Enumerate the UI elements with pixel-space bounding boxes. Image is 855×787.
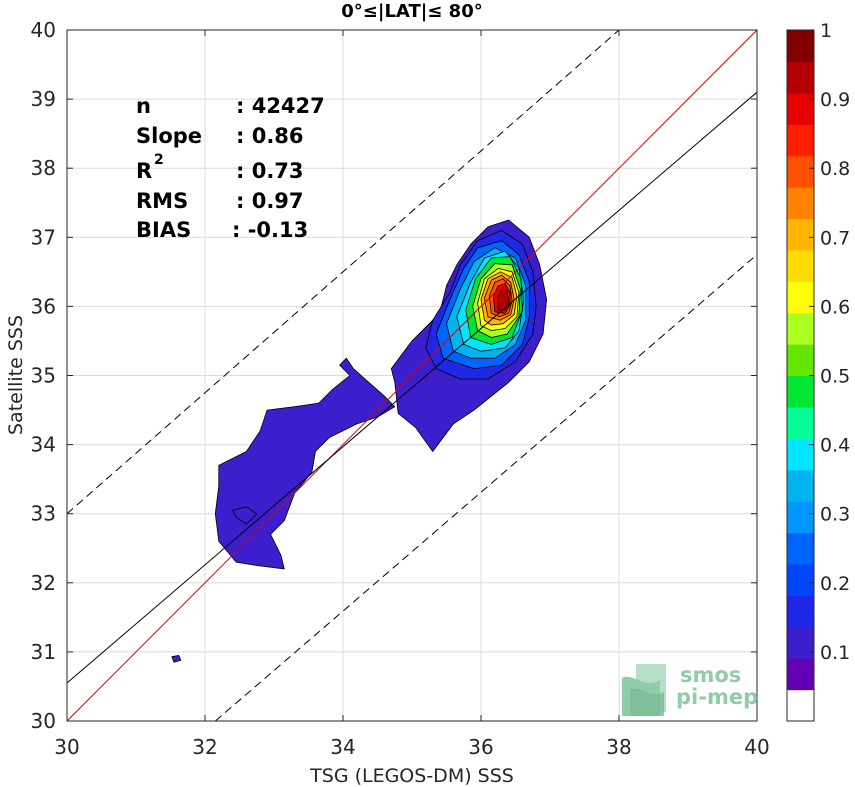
colorbar-swatch bbox=[787, 124, 814, 157]
colorbar-tick-label: 0.9 bbox=[820, 89, 850, 111]
line-upper bbox=[66, 29, 620, 515]
y-tick-label: 35 bbox=[31, 364, 56, 388]
stat-n-value: : 42427 bbox=[236, 94, 325, 118]
colorbar-swatch bbox=[787, 344, 814, 377]
x-tick-label: 34 bbox=[330, 735, 355, 759]
x-tick-labels: 30 32 34 36 38 40 bbox=[54, 30, 770, 759]
line-lower bbox=[215, 254, 758, 722]
x-axis-label: TSG (LEGOS-DM) SSS bbox=[309, 765, 514, 787]
line-1:1 bbox=[66, 29, 758, 722]
logo-line2: pi-mep bbox=[676, 685, 758, 709]
line-regression bbox=[66, 91, 758, 684]
colorbar-swatch bbox=[787, 438, 814, 471]
reference-lines bbox=[66, 29, 758, 722]
contour-level bbox=[171, 655, 182, 663]
y-tick-label: 38 bbox=[31, 156, 56, 180]
stat-bias-value: : -0.13 bbox=[232, 218, 308, 242]
colorbar-tick-label: 0.1 bbox=[820, 642, 850, 664]
colorbar-tick-label: 0.7 bbox=[820, 227, 850, 249]
stat-slope-label: Slope bbox=[136, 124, 202, 148]
x-tick-label: 32 bbox=[192, 735, 217, 759]
colorbar bbox=[787, 30, 814, 722]
y-tick-label: 30 bbox=[31, 709, 56, 733]
y-axis-label: Satellite SSS bbox=[5, 315, 27, 435]
stat-slope-value: : 0.86 bbox=[236, 124, 304, 148]
y-tick-label: 37 bbox=[31, 225, 56, 249]
colorbar-tick-label: 0.3 bbox=[820, 504, 850, 526]
y-tick-label: 40 bbox=[31, 18, 56, 42]
colorbar-tick-label: 0.2 bbox=[820, 573, 850, 595]
chart-title: 0°≤|LAT|≤ 80° bbox=[341, 1, 482, 22]
colorbar-swatch bbox=[787, 532, 814, 565]
colorbar-swatch bbox=[787, 187, 814, 220]
colorbar-swatch bbox=[787, 469, 814, 502]
y-tick-label: 34 bbox=[31, 433, 56, 457]
stats-box: n : 42427 Slope : 0.86 R 2 : 0.73 RMS : … bbox=[136, 94, 325, 242]
stat-n-label: n bbox=[136, 94, 151, 118]
colorbar-swatch bbox=[787, 626, 814, 659]
colorbar-swatch bbox=[787, 92, 814, 125]
logo-emblem-icon bbox=[622, 664, 666, 716]
y-tick-label: 31 bbox=[31, 640, 56, 664]
y-tick-label: 39 bbox=[31, 87, 56, 111]
stat-bias-label: BIAS bbox=[136, 218, 191, 242]
colorbar-swatch bbox=[787, 30, 814, 63]
contour-level bbox=[214, 357, 396, 570]
stat-rms-label: RMS bbox=[136, 189, 188, 213]
y-tick-label: 36 bbox=[31, 294, 56, 318]
colorbar-swatch bbox=[787, 563, 814, 596]
stat-r2-label: R bbox=[136, 159, 152, 183]
x-tick-label: 36 bbox=[468, 735, 493, 759]
colorbar-swatch bbox=[787, 658, 814, 691]
colorbar-swatch bbox=[787, 595, 814, 628]
colorbar-tick-label: 0.6 bbox=[820, 296, 850, 318]
colorbar-swatch bbox=[787, 689, 814, 722]
colorbar-tick-label: 0.4 bbox=[820, 435, 850, 457]
colorbar-tick-label: 1 bbox=[820, 20, 832, 42]
y-tick-label: 32 bbox=[31, 571, 56, 595]
colorbar-swatch bbox=[787, 281, 814, 314]
x-tick-label: 40 bbox=[744, 735, 769, 759]
logo-line1: smos bbox=[680, 663, 741, 687]
colorbar-swatch bbox=[787, 406, 814, 439]
colorbar-tick-label: 0.8 bbox=[820, 158, 850, 180]
stat-r2-value: : 0.73 bbox=[236, 159, 304, 183]
colorbar-swatch bbox=[787, 155, 814, 188]
x-tick-label: 30 bbox=[54, 735, 79, 759]
smos-pi-mep-logo: smos pi-mep bbox=[622, 663, 758, 716]
stat-r2-sup: 2 bbox=[154, 152, 164, 168]
colorbar-swatch bbox=[787, 249, 814, 282]
colorbar-swatch bbox=[787, 501, 814, 534]
colorbar-swatch bbox=[787, 218, 814, 251]
colorbar-swatch bbox=[787, 375, 814, 408]
contour-level bbox=[232, 506, 258, 525]
stat-rms-value: : 0.97 bbox=[236, 189, 304, 213]
y-tick-label: 33 bbox=[31, 502, 56, 526]
x-tick-label: 38 bbox=[606, 735, 631, 759]
colorbar-swatch bbox=[787, 312, 814, 345]
y-tick-labels: 30 31 32 33 34 35 36 37 38 39 40 bbox=[31, 18, 757, 733]
contour-level bbox=[497, 288, 510, 311]
colorbar-swatch bbox=[787, 61, 814, 94]
colorbar-tick-labels: 0.1 0.2 0.3 0.4 0.5 0.6 0.7 0.8 0.9 1 bbox=[809, 20, 850, 664]
colorbar-tick-label: 0.5 bbox=[820, 366, 850, 388]
grid bbox=[67, 30, 757, 721]
